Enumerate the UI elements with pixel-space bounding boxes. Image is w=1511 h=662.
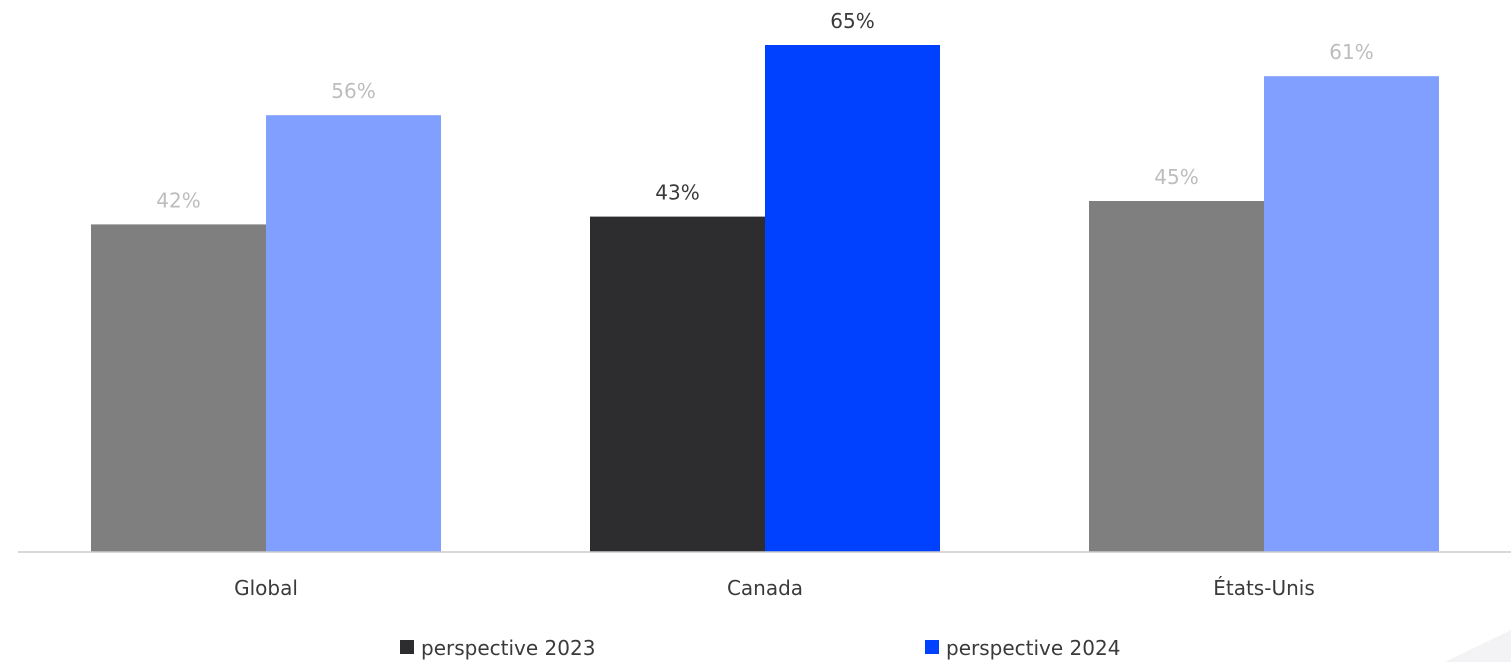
data-label: 61% (1329, 40, 1373, 64)
data-label: 65% (830, 9, 874, 33)
category-label: États-Unis (1213, 576, 1315, 600)
data-label: 45% (1154, 165, 1198, 189)
legend-label: perspective 2024 (946, 636, 1120, 660)
data-label: 56% (331, 79, 375, 103)
legend-swatch (400, 640, 414, 654)
category-label: Global (234, 576, 298, 600)
legend-label: perspective 2023 (421, 636, 595, 660)
data-label: 43% (655, 181, 699, 205)
bars-group (91, 45, 1439, 552)
value-labels-group: 42% 56% 43% 65% 45% 61% (156, 9, 1373, 212)
bar-canada-series-1 (590, 216, 765, 552)
bar-canada-series-2 (765, 45, 940, 552)
category-label: Canada (727, 576, 803, 600)
corner-decoration (1445, 630, 1511, 662)
category-labels-group: Global Canada États-Unis (234, 576, 1315, 600)
bar--tats-unis-series-2 (1264, 76, 1439, 552)
bar--tats-unis-series-1 (1089, 201, 1264, 552)
data-label: 42% (156, 188, 200, 212)
bar-global-series-2 (266, 115, 441, 552)
legend-swatch (925, 640, 939, 654)
legend: perspective 2023 perspective 2024 (400, 636, 1120, 660)
bar-global-series-1 (91, 224, 266, 552)
